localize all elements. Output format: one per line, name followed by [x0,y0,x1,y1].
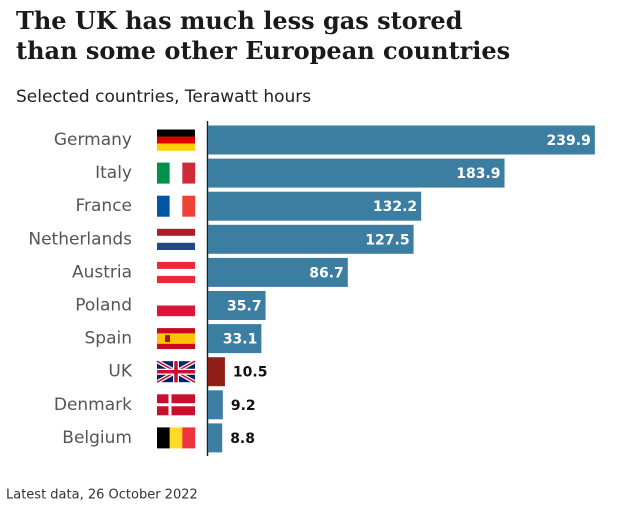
category-label: Poland [75,296,132,316]
value-label: 183.9 [456,166,500,182]
chart-subtitle: Selected countries, Terawatt hours [16,87,311,107]
flag-emblem [165,335,170,343]
flag-icon [157,195,196,217]
footnote: Latest data, 26 October 2022 [6,488,198,503]
bar [208,291,266,320]
flag-stripe [182,195,196,217]
flag-stripe [157,394,195,416]
flag-stripe [157,268,195,277]
bar [208,357,225,387]
category-label: Austria [72,262,132,282]
flag-stripe [157,427,170,449]
flag-icon [156,359,196,384]
flag-stripe [157,228,195,236]
value-label: 10.5 [233,365,268,381]
category-label: France [75,196,132,216]
flag-icon [157,427,196,449]
flag-icon [157,328,195,350]
category-label: Netherlands [28,229,132,249]
flag-stripe [157,162,170,184]
flag-stripe [157,136,195,144]
bar [208,423,223,453]
value-label: 86.7 [309,265,344,281]
category-label: Germany [54,130,132,150]
flag-stripe [169,162,183,184]
flag-stripe [157,295,195,306]
flag-stripe [157,242,195,250]
flag-stripe [157,235,195,243]
flag-stripe [169,427,183,449]
category-label: Italy [95,163,132,183]
flag-stripe [157,275,195,284]
category-label: UK [108,362,132,382]
flag-stripe [157,195,170,217]
value-label: 127.5 [365,232,409,248]
bar [208,224,414,254]
bar [208,390,223,420]
bar [208,158,505,188]
bar [208,125,595,155]
flag-icon [157,162,196,184]
flag-icon [157,228,195,250]
value-label: 239.9 [547,133,591,149]
category-label: Denmark [54,395,132,415]
value-label: 8.8 [230,431,255,447]
flag-stripe [182,427,196,449]
value-label: 9.2 [231,398,256,414]
value-label: 35.7 [227,299,262,315]
flag-stripe [182,162,196,184]
flag-stripe [157,361,195,383]
flag-icon [157,261,195,284]
bar [208,191,422,221]
flag-icon [157,295,195,317]
flag-stripe [157,333,195,344]
flag-stripe [157,305,195,317]
chart-title: The UK has much less gas stored than some… [16,6,510,65]
flag-icon [157,129,195,151]
category-label: Belgium [62,428,132,448]
value-label: 132.2 [373,199,417,215]
flag-icon [157,394,195,416]
category-label: Spain [85,329,133,349]
value-label: 33.1 [223,332,258,348]
flag-stripe [157,261,195,270]
flag-stripe [157,129,195,137]
flag-stripe [169,195,183,217]
flag-stripe [157,143,195,151]
bar [208,324,262,354]
bar [208,257,348,287]
